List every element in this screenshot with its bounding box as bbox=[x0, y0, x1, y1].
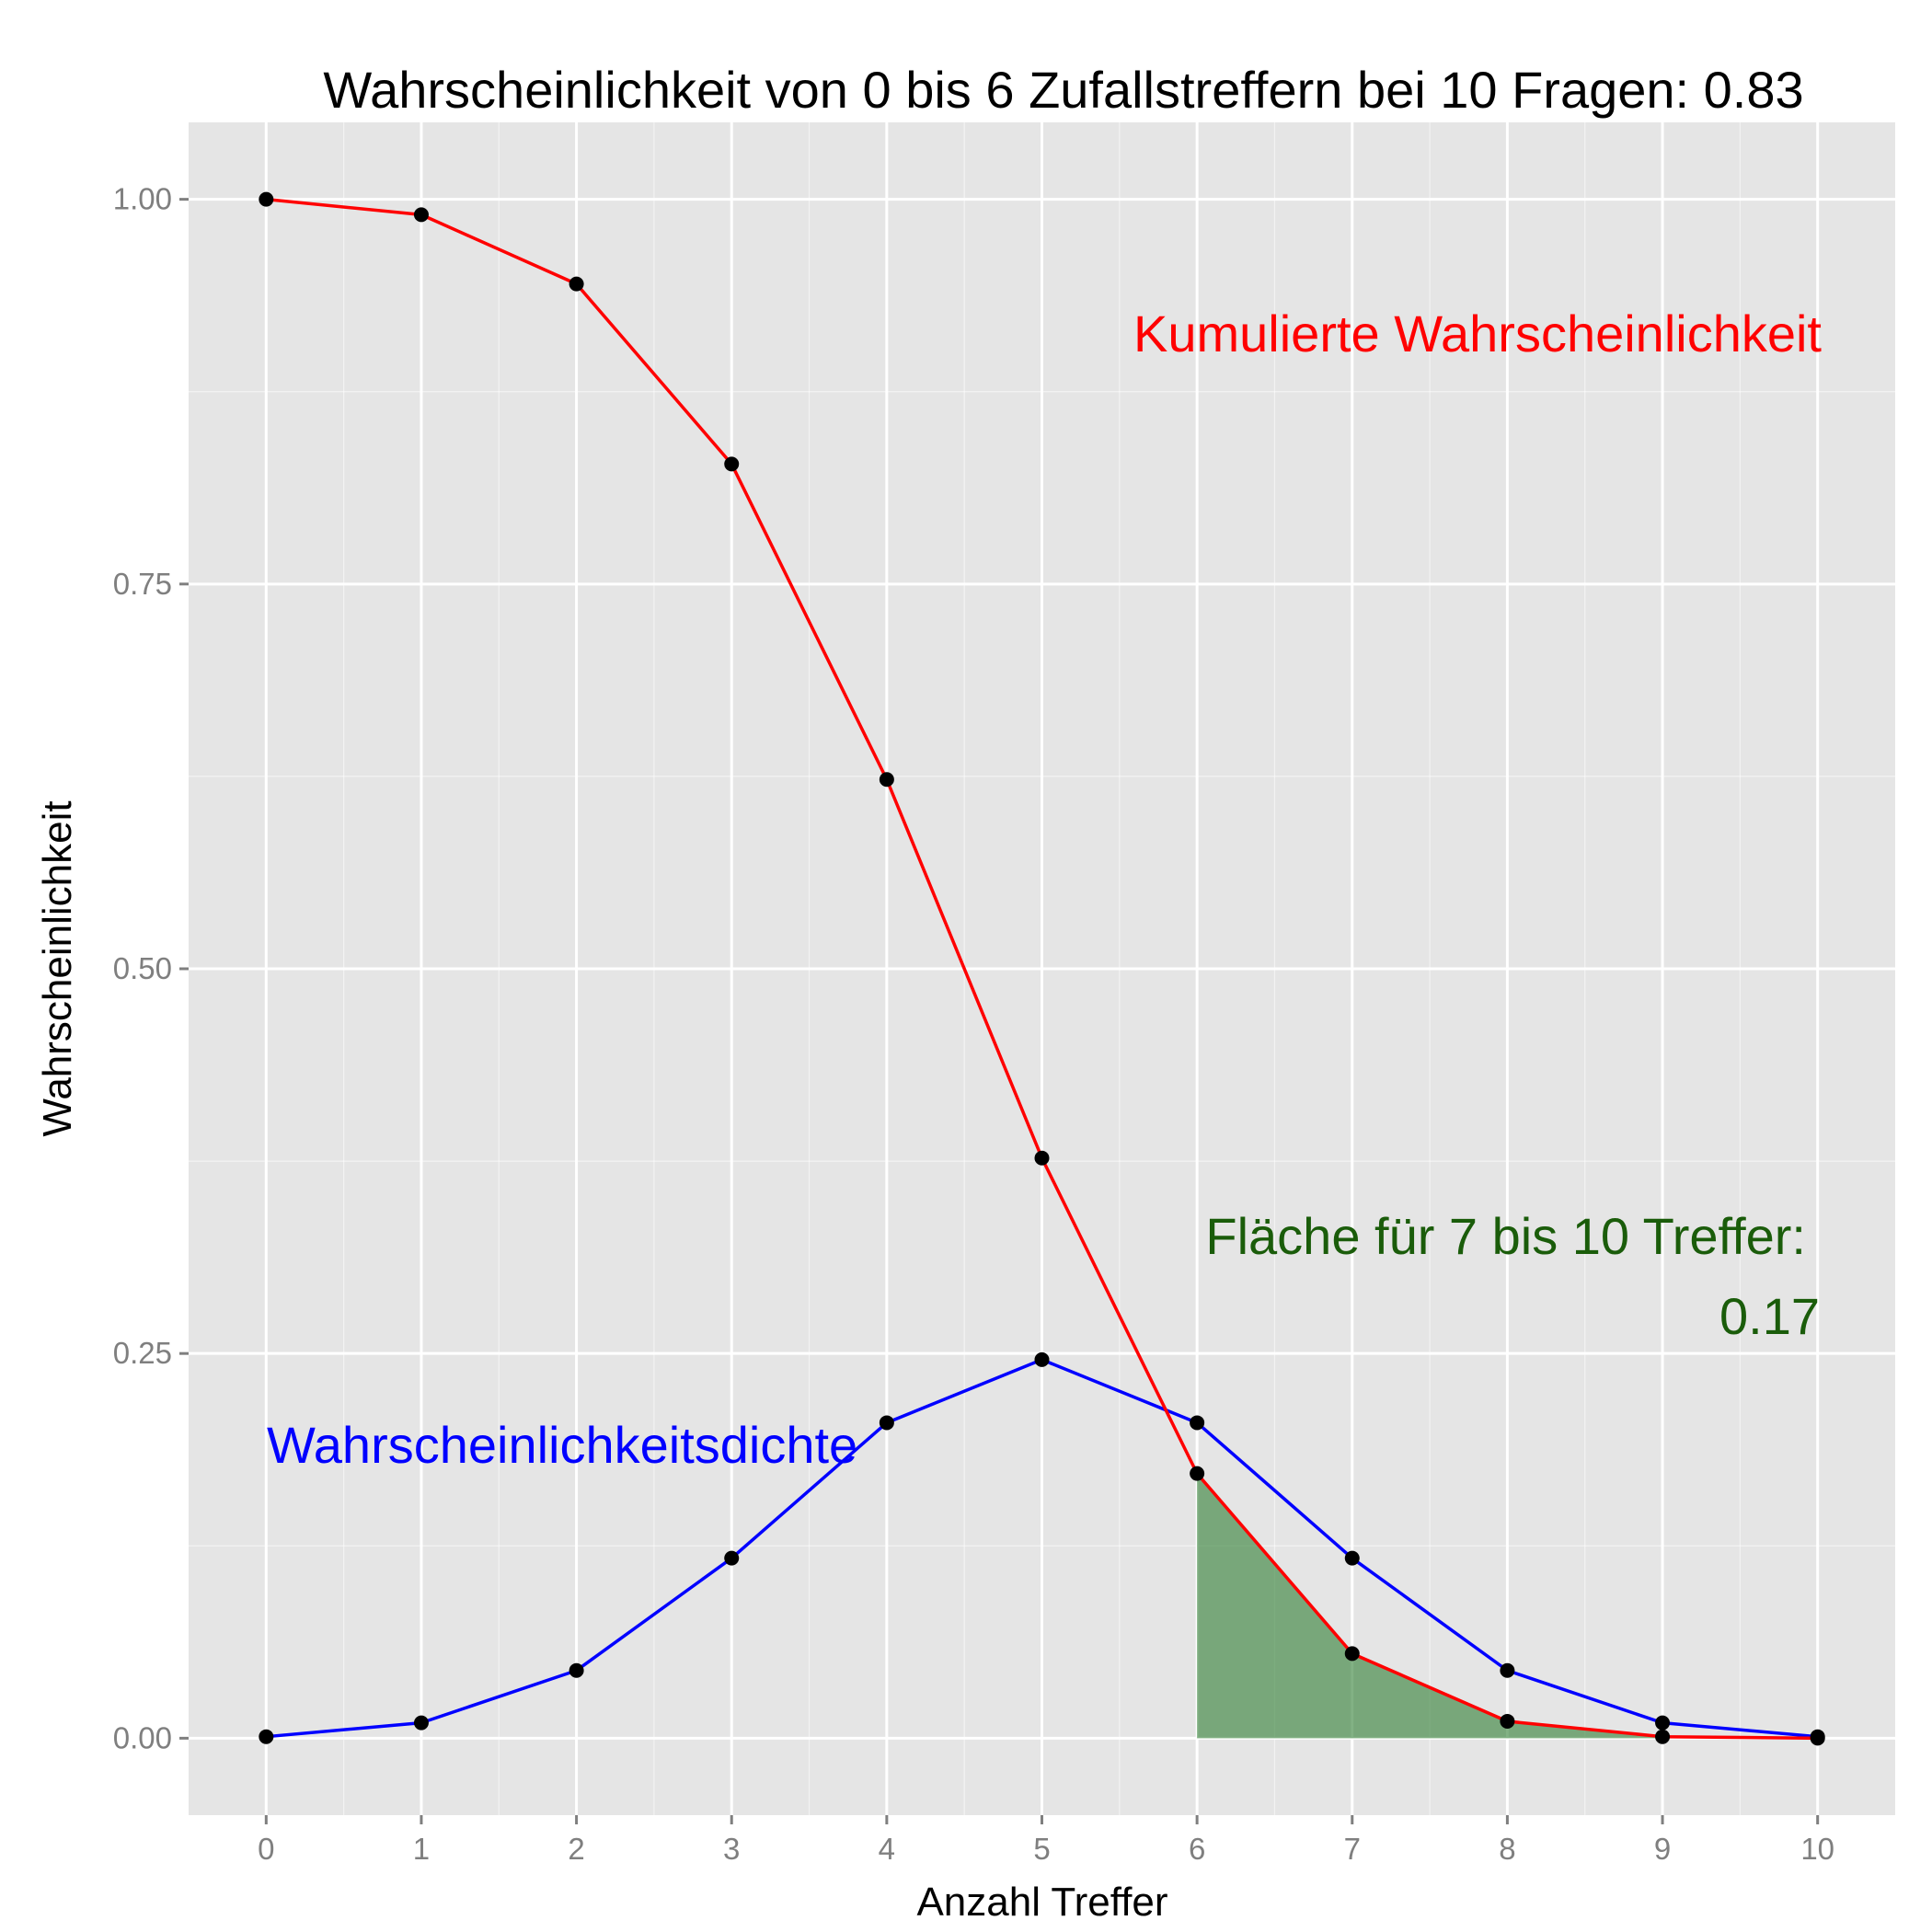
x-tick-label: 4 bbox=[879, 1832, 895, 1866]
cumulative-label: Kumulierte Wahrscheinlichkeit bbox=[1133, 305, 1822, 362]
x-tick-label: 6 bbox=[1189, 1832, 1205, 1866]
x-tick-label: 1 bbox=[413, 1832, 430, 1866]
data-point bbox=[569, 1662, 584, 1678]
density-label: Wahrscheinlichkeitsdichte bbox=[267, 1416, 857, 1474]
x-tick-label: 2 bbox=[568, 1832, 584, 1866]
x-tick-label: 5 bbox=[1033, 1832, 1050, 1866]
x-tick-label: 9 bbox=[1654, 1832, 1671, 1866]
data-point bbox=[879, 1415, 894, 1431]
x-tick-label: 8 bbox=[1499, 1832, 1515, 1866]
data-point bbox=[1810, 1729, 1825, 1744]
data-point bbox=[1034, 1150, 1050, 1166]
data-point bbox=[569, 276, 584, 292]
y-tick-label: 0.25 bbox=[113, 1336, 172, 1370]
area-label-value: 0.17 bbox=[1719, 1287, 1820, 1345]
y-tick-label: 0.75 bbox=[113, 567, 172, 601]
y-tick-label: 0.50 bbox=[113, 951, 172, 985]
data-point bbox=[1655, 1715, 1671, 1731]
chart-title: Wahrscheinlichkeit von 0 bis 6 Zufallstr… bbox=[323, 61, 1803, 119]
shaded-area bbox=[1197, 1473, 1818, 1739]
x-tick-label: 3 bbox=[723, 1832, 740, 1866]
data-point bbox=[259, 1729, 274, 1744]
data-point bbox=[724, 456, 740, 472]
data-point bbox=[724, 1550, 740, 1566]
x-tick-label: 7 bbox=[1344, 1832, 1361, 1866]
data-point bbox=[413, 207, 429, 223]
data-point bbox=[1500, 1662, 1515, 1678]
data-point bbox=[1344, 1550, 1360, 1566]
data-point bbox=[1655, 1729, 1671, 1744]
data-point bbox=[1344, 1646, 1360, 1662]
x-axis-title: Anzahl Treffer bbox=[916, 1880, 1167, 1925]
area-label-line1: Fläche für 7 bis 10 Treffer: bbox=[1205, 1207, 1806, 1265]
y-tick-label: 1.00 bbox=[113, 182, 172, 216]
data-point bbox=[259, 191, 274, 207]
tick-labels: 0 1 2 3 4 5 6 7 8 9 10 0.00 0.25 0.50 0.75 1.00 bbox=[113, 182, 1834, 1866]
y-axis-title: Wahrscheinlichkeit bbox=[35, 800, 80, 1136]
shaded-area-group bbox=[1197, 1473, 1818, 1739]
data-point bbox=[413, 1715, 429, 1731]
data-point bbox=[1500, 1713, 1515, 1729]
data-point bbox=[1190, 1466, 1205, 1481]
x-tick-label: 0 bbox=[258, 1832, 274, 1866]
data-point bbox=[1190, 1415, 1205, 1431]
data-points bbox=[259, 191, 1825, 1746]
x-tick-label: 10 bbox=[1800, 1832, 1834, 1866]
data-point bbox=[1034, 1351, 1050, 1367]
y-tick-label: 0.00 bbox=[113, 1720, 172, 1754]
data-point bbox=[879, 772, 894, 788]
